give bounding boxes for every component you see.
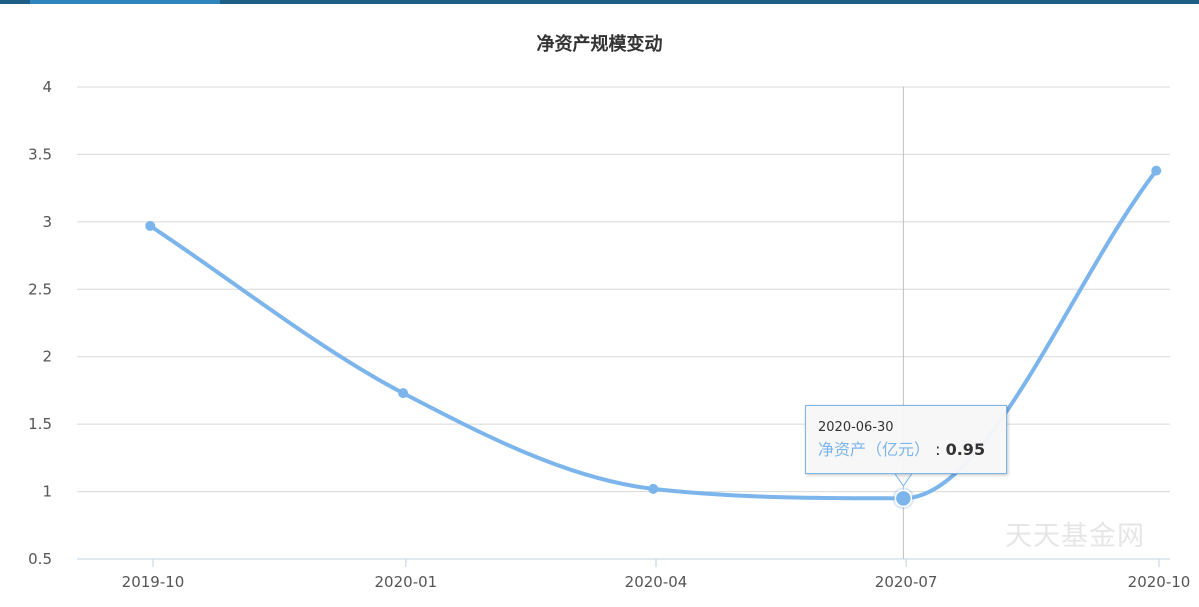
tooltip-value: 0.95	[945, 440, 986, 459]
data-point[interactable]	[145, 220, 156, 231]
x-axis: 2019-10 2020-01 2020-04 2020-07 2020-10	[122, 559, 1191, 591]
top-tab-accent	[30, 0, 220, 4]
y-tick-label: 4	[42, 78, 52, 96]
data-point-hover[interactable]	[894, 489, 913, 508]
x-tick-label: 2020-01	[375, 573, 438, 591]
x-tick-label: 2020-04	[625, 573, 688, 591]
y-axis-ticks: 4 3.5 3 2.5 2 1.5 1 0.5	[28, 78, 52, 568]
top-border	[0, 0, 1199, 4]
tooltip-line: 净资产（亿元） : 0.95	[818, 438, 994, 462]
tooltip-date: 2020-06-30	[818, 420, 894, 435]
x-tick-label: 2020-10	[1128, 573, 1191, 591]
x-tick-label: 2020-07	[875, 573, 938, 591]
grid-lines	[77, 86, 1170, 560]
data-point[interactable]	[648, 483, 659, 494]
data-point[interactable]	[1151, 165, 1162, 176]
tooltip: 2020-06-30 净资产（亿元） : 0.95	[805, 405, 1007, 474]
chart-title: 净资产规模变动	[536, 34, 663, 55]
tooltip-colon: :	[935, 440, 941, 459]
y-tick-label: 2	[42, 348, 52, 366]
x-tick-label: 2019-10	[122, 573, 185, 591]
y-tick-label: 1.5	[28, 415, 52, 433]
y-tick-label: 3.5	[28, 145, 52, 163]
y-tick-label: 0.5	[28, 550, 52, 568]
tooltip-pointer	[893, 472, 913, 487]
tooltip-series-name: 净资产（亿元）	[818, 440, 931, 459]
watermark: 天天基金网	[1005, 521, 1145, 552]
data-point[interactable]	[398, 388, 409, 399]
series-line[interactable]	[148, 168, 1159, 501]
y-tick-label: 1	[42, 483, 52, 501]
y-tick-label: 3	[42, 213, 52, 231]
series-layer[interactable]	[145, 165, 1162, 510]
y-tick-label: 2.5	[28, 280, 52, 298]
